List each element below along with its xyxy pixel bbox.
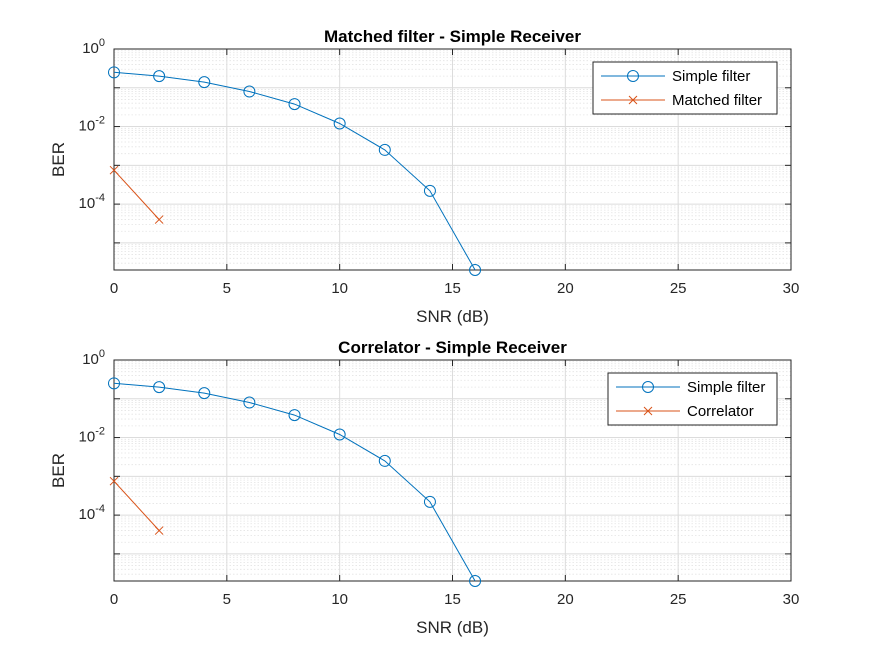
y-tick-base: 10 xyxy=(82,351,99,368)
legend-entry-label: Correlator xyxy=(687,403,754,420)
x-tick-label: 5 xyxy=(223,591,231,608)
x-tick-label: 25 xyxy=(670,591,687,608)
y-tick-base: 10 xyxy=(79,195,96,212)
y-tick-label: 10-2 xyxy=(79,115,105,135)
y-tick-base: 10 xyxy=(79,506,96,523)
legend-box xyxy=(607,372,778,426)
x-tick-label: 20 xyxy=(557,591,574,608)
legend: Simple filter Correlator xyxy=(607,372,778,426)
x-tick-label: 5 xyxy=(223,280,231,297)
series-line xyxy=(113,169,160,220)
y-axis-label: BER xyxy=(49,142,68,177)
series-line xyxy=(113,480,160,531)
y-axis-label: BER xyxy=(49,453,68,488)
y-tick-exponent: -2 xyxy=(95,426,105,438)
legend-marker xyxy=(643,406,653,416)
x-tick-label: 10 xyxy=(331,280,348,297)
data-point xyxy=(469,264,482,276)
legend-box xyxy=(592,61,778,115)
data-point xyxy=(154,526,164,535)
data-point xyxy=(288,409,301,422)
series-2 xyxy=(109,165,164,224)
tick-marks xyxy=(113,48,792,270)
legend-entry-label: Matched filter xyxy=(672,92,762,109)
data-point xyxy=(198,387,211,400)
legend-entry-label: Simple filter xyxy=(687,379,765,396)
x-tick-label: 15 xyxy=(444,591,461,608)
legend-marker xyxy=(642,381,654,393)
x-tick-label: 0 xyxy=(110,280,118,297)
data-point xyxy=(108,66,120,79)
data-point xyxy=(109,165,119,175)
y-tick-label: 10-4 xyxy=(79,192,105,212)
series-1 xyxy=(108,377,482,587)
y-tick-label: 100 xyxy=(82,348,105,368)
data-point xyxy=(109,476,119,486)
x-tick-label: 0 xyxy=(110,591,118,608)
y-tick-base: 10 xyxy=(82,40,99,57)
data-point xyxy=(378,143,391,156)
data-point xyxy=(288,98,301,111)
x-tick-label: 30 xyxy=(783,591,800,608)
data-point xyxy=(108,377,120,390)
legend-entry-label: Simple filter xyxy=(672,68,750,85)
x-tick-label: 10 xyxy=(331,591,348,608)
y-tick-label: 10-2 xyxy=(79,426,105,446)
data-point xyxy=(243,85,256,98)
y-tick-base: 10 xyxy=(79,429,96,446)
y-tick-exponent: -4 xyxy=(95,192,105,204)
data-point xyxy=(153,381,166,394)
series-1 xyxy=(108,66,482,276)
data-point xyxy=(154,215,164,224)
legend-marker xyxy=(628,95,638,105)
x-axis-label: SNR (dB) xyxy=(416,307,489,326)
y-tick-exponent: -4 xyxy=(95,503,105,515)
x-axis-label: SNR (dB) xyxy=(416,618,489,637)
chart-title: Correlator - Simple Receiver xyxy=(338,338,567,357)
series-line xyxy=(113,71,476,271)
legend: Simple filter Matched filter xyxy=(592,61,778,115)
legend-marker xyxy=(627,70,639,82)
series-2 xyxy=(109,476,164,535)
data-point xyxy=(333,428,346,441)
x-tick-label: 30 xyxy=(783,280,800,297)
data-point xyxy=(153,70,166,83)
y-tick-exponent: 0 xyxy=(99,348,105,360)
data-point xyxy=(333,117,346,130)
x-tick-label: 25 xyxy=(670,280,687,297)
data-point xyxy=(423,495,436,508)
y-tick-base: 10 xyxy=(79,118,96,135)
y-tick-label: 10-4 xyxy=(79,503,105,523)
data-point xyxy=(423,184,436,197)
data-point xyxy=(243,396,256,409)
x-tick-label: 15 xyxy=(444,280,461,297)
y-tick-exponent: 0 xyxy=(99,37,105,49)
tick-marks xyxy=(113,359,792,581)
data-point xyxy=(198,76,211,89)
series-line xyxy=(113,382,476,582)
chart-title: Matched filter - Simple Receiver xyxy=(324,27,581,46)
x-tick-label: 20 xyxy=(557,280,574,297)
data-point xyxy=(469,575,482,587)
data-point xyxy=(378,454,391,467)
y-tick-exponent: -2 xyxy=(95,115,105,127)
y-tick-label: 100 xyxy=(82,37,105,57)
